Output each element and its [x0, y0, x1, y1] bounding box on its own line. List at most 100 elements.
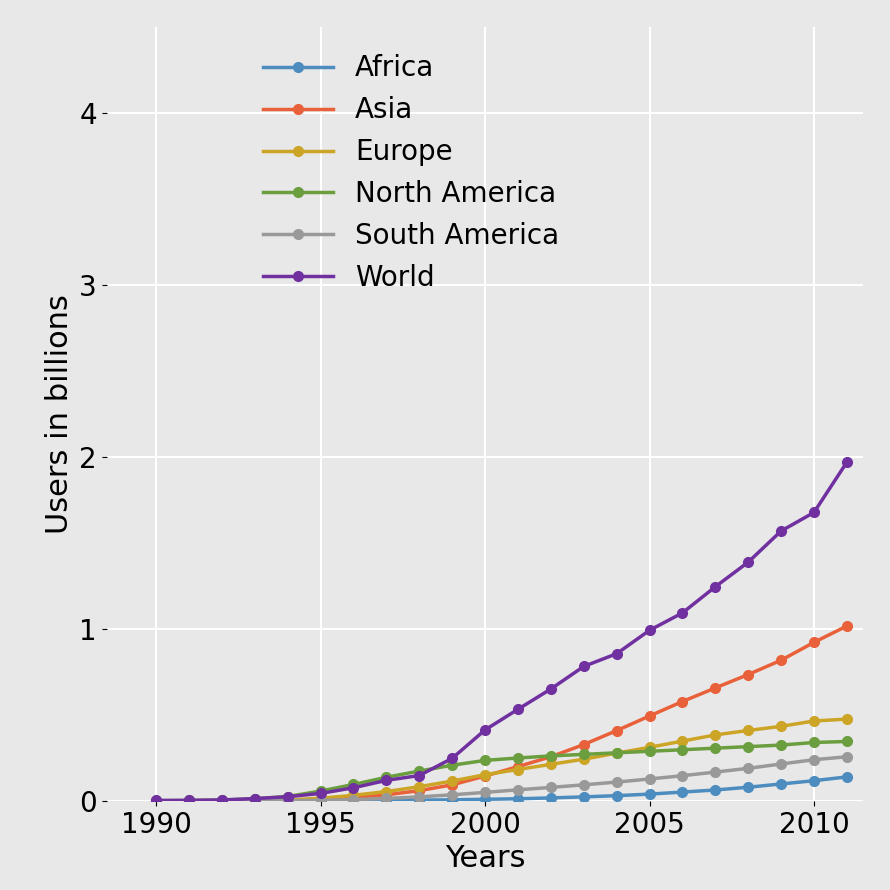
- Asia: [513, 761, 523, 772]
- Africa: [282, 796, 293, 806]
- North America: [578, 749, 589, 760]
- X-axis label: Years: Years: [445, 845, 525, 873]
- North America: [447, 760, 457, 771]
- World: [249, 793, 260, 804]
- World: [414, 770, 425, 781]
- Europe: [513, 765, 523, 775]
- Asia: [348, 792, 359, 803]
- South America: [809, 755, 820, 765]
- South America: [743, 763, 754, 773]
- Asia: [710, 683, 721, 693]
- South America: [447, 789, 457, 800]
- Asia: [776, 655, 787, 666]
- Africa: [348, 796, 359, 806]
- World: [348, 782, 359, 793]
- Africa: [546, 793, 556, 804]
- Asia: [249, 796, 260, 806]
- Africa: [743, 782, 754, 793]
- North America: [743, 741, 754, 752]
- Europe: [480, 769, 490, 780]
- South America: [150, 796, 161, 806]
- World: [513, 704, 523, 715]
- Africa: [315, 796, 326, 806]
- Line: World: World: [151, 457, 852, 805]
- Asia: [611, 725, 622, 736]
- Africa: [677, 787, 688, 797]
- South America: [282, 796, 293, 806]
- North America: [216, 795, 227, 805]
- South America: [546, 782, 556, 793]
- North America: [842, 736, 853, 747]
- World: [447, 753, 457, 764]
- Asia: [381, 789, 392, 800]
- Africa: [216, 796, 227, 806]
- Europe: [381, 786, 392, 797]
- Europe: [743, 725, 754, 736]
- World: [381, 775, 392, 786]
- Africa: [447, 795, 457, 805]
- South America: [480, 787, 490, 797]
- Africa: [480, 794, 490, 805]
- Africa: [414, 795, 425, 805]
- South America: [644, 773, 655, 784]
- World: [315, 788, 326, 798]
- South America: [578, 780, 589, 790]
- Asia: [282, 795, 293, 805]
- Asia: [216, 796, 227, 806]
- South America: [611, 777, 622, 788]
- South America: [315, 795, 326, 805]
- Europe: [447, 776, 457, 787]
- World: [611, 649, 622, 659]
- South America: [183, 796, 194, 806]
- Asia: [183, 796, 194, 806]
- World: [710, 581, 721, 592]
- Europe: [546, 759, 556, 770]
- North America: [183, 795, 194, 805]
- North America: [315, 786, 326, 797]
- Europe: [677, 736, 688, 747]
- Asia: [150, 796, 161, 806]
- World: [183, 795, 194, 805]
- Europe: [644, 742, 655, 753]
- World: [677, 608, 688, 619]
- South America: [677, 771, 688, 781]
- World: [842, 457, 853, 467]
- South America: [710, 767, 721, 778]
- North America: [249, 793, 260, 804]
- Asia: [480, 771, 490, 781]
- Y-axis label: Users in billions: Users in billions: [44, 294, 74, 534]
- World: [578, 661, 589, 672]
- Europe: [578, 754, 589, 765]
- Line: South America: South America: [151, 752, 852, 805]
- North America: [809, 737, 820, 748]
- Africa: [150, 796, 161, 806]
- Line: Europe: Europe: [151, 715, 852, 805]
- South America: [842, 751, 853, 762]
- North America: [611, 748, 622, 758]
- North America: [414, 765, 425, 776]
- World: [150, 795, 161, 805]
- Asia: [677, 696, 688, 707]
- Legend: Africa, Asia, Europe, North America, South America, World: Africa, Asia, Europe, North America, Sou…: [249, 41, 573, 306]
- World: [480, 724, 490, 735]
- Europe: [842, 714, 853, 724]
- North America: [381, 772, 392, 782]
- World: [546, 684, 556, 694]
- Africa: [776, 779, 787, 789]
- World: [644, 625, 655, 635]
- South America: [776, 758, 787, 769]
- Asia: [414, 785, 425, 796]
- Line: Asia: Asia: [151, 621, 852, 805]
- Africa: [710, 785, 721, 796]
- Africa: [809, 775, 820, 786]
- Africa: [842, 772, 853, 782]
- Africa: [611, 790, 622, 801]
- North America: [348, 779, 359, 789]
- North America: [546, 750, 556, 761]
- World: [776, 526, 787, 537]
- Europe: [315, 793, 326, 804]
- Europe: [809, 716, 820, 726]
- Africa: [381, 795, 392, 805]
- South America: [348, 794, 359, 805]
- Africa: [513, 793, 523, 804]
